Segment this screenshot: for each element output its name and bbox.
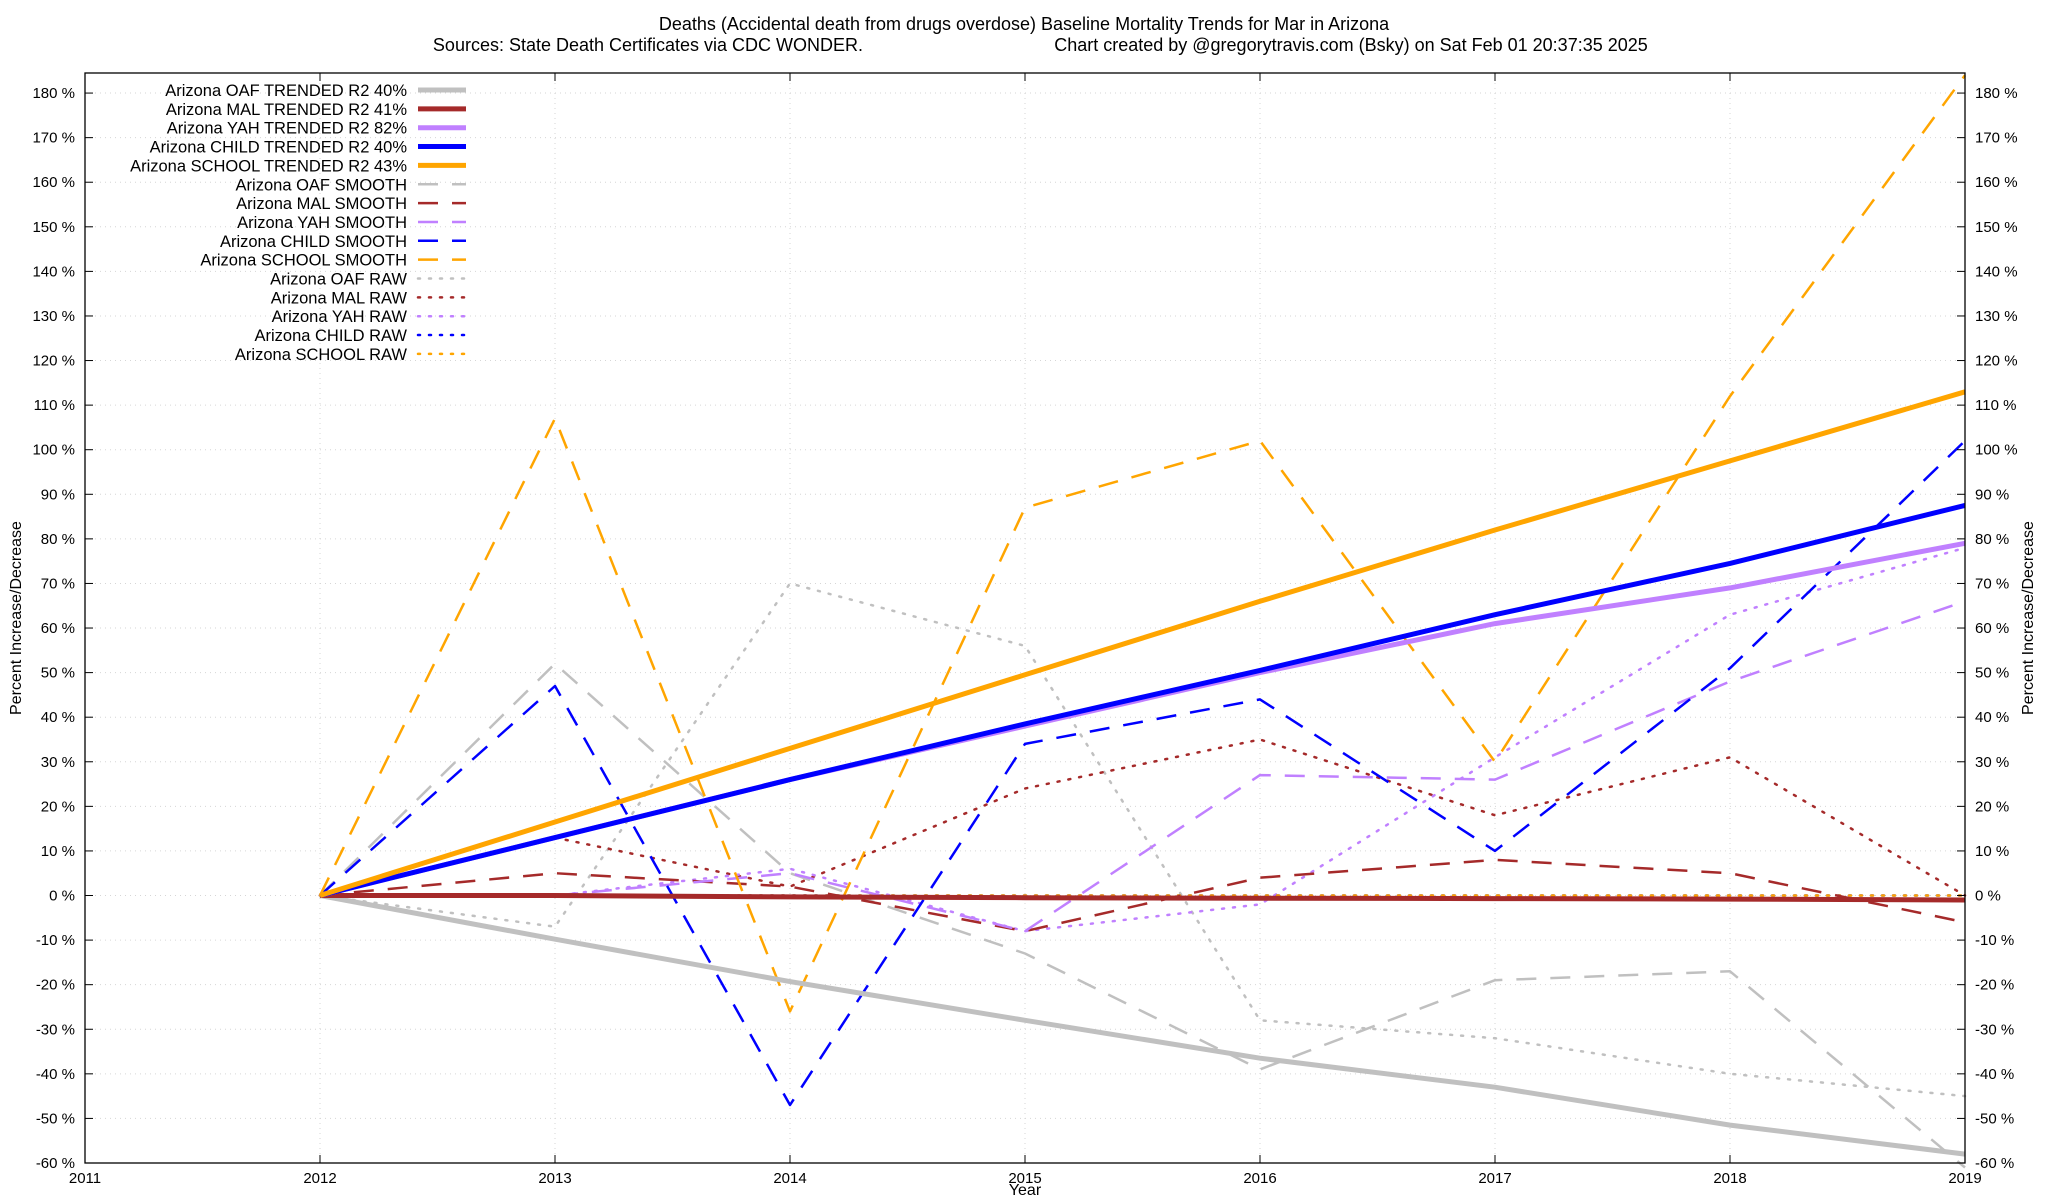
y-tick-label-left: 120 % — [32, 353, 75, 370]
chart-title: Deaths (Accidental death from drugs over… — [659, 14, 1390, 34]
y-tick-label-left: 0 % — [49, 888, 75, 905]
y-tick-label-left: 40 % — [41, 709, 75, 726]
legend-label: Arizona SCHOOL TRENDED R2 43% — [130, 157, 407, 175]
legend-label: Arizona MAL TRENDED R2 41% — [166, 101, 407, 119]
y-tick-label-left: 30 % — [41, 754, 75, 771]
legend-label: Arizona YAH RAW — [272, 308, 408, 326]
y-tick-label-right: 80 % — [1975, 531, 2009, 548]
x-tick-label: 2017 — [1478, 1170, 1511, 1187]
y-tick-label-left: 170 % — [32, 130, 75, 147]
y-tick-label-right: 90 % — [1975, 486, 2009, 503]
y-axis-label-left: Percent Increase/Decrease — [8, 521, 25, 715]
legend-label: Arizona CHILD RAW — [254, 327, 407, 345]
y-tick-label-right: 50 % — [1975, 665, 2009, 682]
y-tick-label-right: 160 % — [1975, 174, 2018, 191]
series-line-arizona-mal-trended — [320, 893, 1966, 903]
y-tick-label-left: -30 % — [36, 1021, 75, 1038]
x-tick-label: 2011 — [69, 1170, 101, 1187]
series-line-arizona-oaf-raw — [318, 582, 1967, 1098]
series-line-arizona-oaf-smooth — [319, 662, 1966, 1169]
series-layer — [318, 74, 1967, 1169]
y-tick-label-right: 70 % — [1975, 575, 2009, 592]
y-tick-label-left: 130 % — [32, 308, 75, 325]
x-tick-label: 2012 — [303, 1170, 336, 1187]
series-line-arizona-child-trended — [319, 502, 1966, 898]
y-tick-label-left: 70 % — [41, 575, 75, 592]
x-axis-label: Year — [1009, 1182, 1042, 1199]
y-tick-label-left: 140 % — [32, 263, 75, 280]
legend-label: Arizona YAH SMOOTH — [237, 214, 407, 232]
y-tick-label-left: -60 % — [36, 1155, 75, 1172]
y-tick-label-right: 150 % — [1975, 219, 2018, 236]
series-line-arizona-mal-raw — [318, 738, 1967, 897]
y-tick-label-left: 20 % — [41, 798, 75, 815]
y-tick-label-right: 0 % — [1975, 888, 2001, 905]
y-tick-label-right: 20 % — [1975, 798, 2009, 815]
y-axis-label-right: Percent Increase/Decrease — [2020, 521, 2037, 715]
y-tick-label-right: 60 % — [1975, 620, 2009, 637]
y-tick-label-left: 150 % — [32, 219, 75, 236]
y-tick-label-right: -20 % — [1975, 977, 2014, 994]
legend-label: Arizona OAF TRENDED R2 40% — [165, 82, 407, 100]
legend-label: Arizona MAL RAW — [271, 289, 408, 307]
y-tick-label-left: -40 % — [36, 1066, 75, 1083]
y-tick-label-right: -60 % — [1975, 1155, 2014, 1172]
x-tick-label: 2019 — [1948, 1170, 1981, 1187]
chart-subtitle-left: Sources: State Death Certificates via CD… — [433, 35, 863, 55]
y-tick-label-left: 100 % — [32, 442, 75, 459]
y-tick-label-left: 110 % — [34, 397, 75, 414]
series-line-arizona-child-smooth — [319, 439, 1966, 1107]
y-tick-label-left: 180 % — [32, 85, 75, 102]
y-tick-label-right: -30 % — [1975, 1021, 2014, 1038]
y-tick-label-right: 180 % — [1975, 85, 2018, 102]
legend-label: Arizona OAF SMOOTH — [236, 176, 407, 194]
x-tick-label: 2016 — [1243, 1170, 1276, 1187]
y-tick-label-right: 110 % — [1975, 397, 2016, 414]
axis-ticks: 2011 2012 2013 2014 2015 2016 2017 2018 2019 180 … — [32, 73, 2018, 1187]
legend-label: Arizona SCHOOL SMOOTH — [200, 252, 407, 270]
y-tick-label-right: -10 % — [1975, 932, 2014, 949]
y-tick-label-left: 80 % — [41, 531, 75, 548]
series-line-arizona-school-trended — [319, 389, 1966, 898]
y-tick-label-right: 120 % — [1975, 353, 2018, 370]
y-tick-label-left: -20 % — [36, 977, 75, 994]
y-tick-label-right: -40 % — [1975, 1066, 2014, 1083]
y-tick-label-right: 130 % — [1975, 308, 2018, 325]
y-tick-label-right: 30 % — [1975, 754, 2009, 771]
series-line-arizona-mal-smooth — [319, 858, 1966, 933]
y-tick-label-left: -50 % — [36, 1110, 75, 1127]
y-tick-label-left: 160 % — [32, 174, 75, 191]
y-tick-label-left: 60 % — [41, 620, 75, 637]
y-tick-label-right: 170 % — [1975, 130, 2018, 147]
x-tick-label: 2015 — [1008, 1170, 1041, 1187]
y-tick-label-right: 140 % — [1975, 263, 2018, 280]
series-line-arizona-school-smooth — [318, 74, 1967, 1013]
x-tick-label: 2018 — [1713, 1170, 1746, 1187]
x-tick-label: 2014 — [773, 1170, 806, 1187]
series-line-arizona-yah-smooth — [320, 600, 1966, 933]
y-tick-label-right: 10 % — [1975, 843, 2009, 860]
legend-label: Arizona MAL SMOOTH — [236, 195, 407, 213]
legend: Arizona OAF TRENDED R2 40%Arizona MAL TR… — [130, 82, 468, 364]
chart-subtitle-right: Chart created by @gregorytravis.com (Bsk… — [1054, 35, 1648, 55]
y-tick-label-left: 10 % — [41, 843, 75, 860]
y-tick-label-right: -50 % — [1975, 1110, 2014, 1127]
x-tick-label: 2013 — [538, 1170, 571, 1187]
legend-label: Arizona OAF RAW — [270, 271, 407, 289]
legend-label: Arizona CHILD SMOOTH — [220, 233, 407, 251]
series-line-arizona-oaf-trended — [319, 893, 1966, 1157]
legend-label: Arizona CHILD TRENDED R2 40% — [150, 139, 408, 157]
y-tick-label-right: 100 % — [1975, 442, 2018, 459]
legend-label: Arizona SCHOOL RAW — [235, 346, 407, 364]
y-tick-label-left: 50 % — [41, 665, 75, 682]
y-tick-label-left: 90 % — [41, 486, 75, 503]
y-tick-label-left: -10 % — [36, 932, 75, 949]
y-tick-label-right: 40 % — [1975, 709, 2009, 726]
legend-label: Arizona YAH TRENDED R2 82% — [167, 120, 408, 138]
series-line-arizona-yah-trended — [319, 540, 1966, 898]
